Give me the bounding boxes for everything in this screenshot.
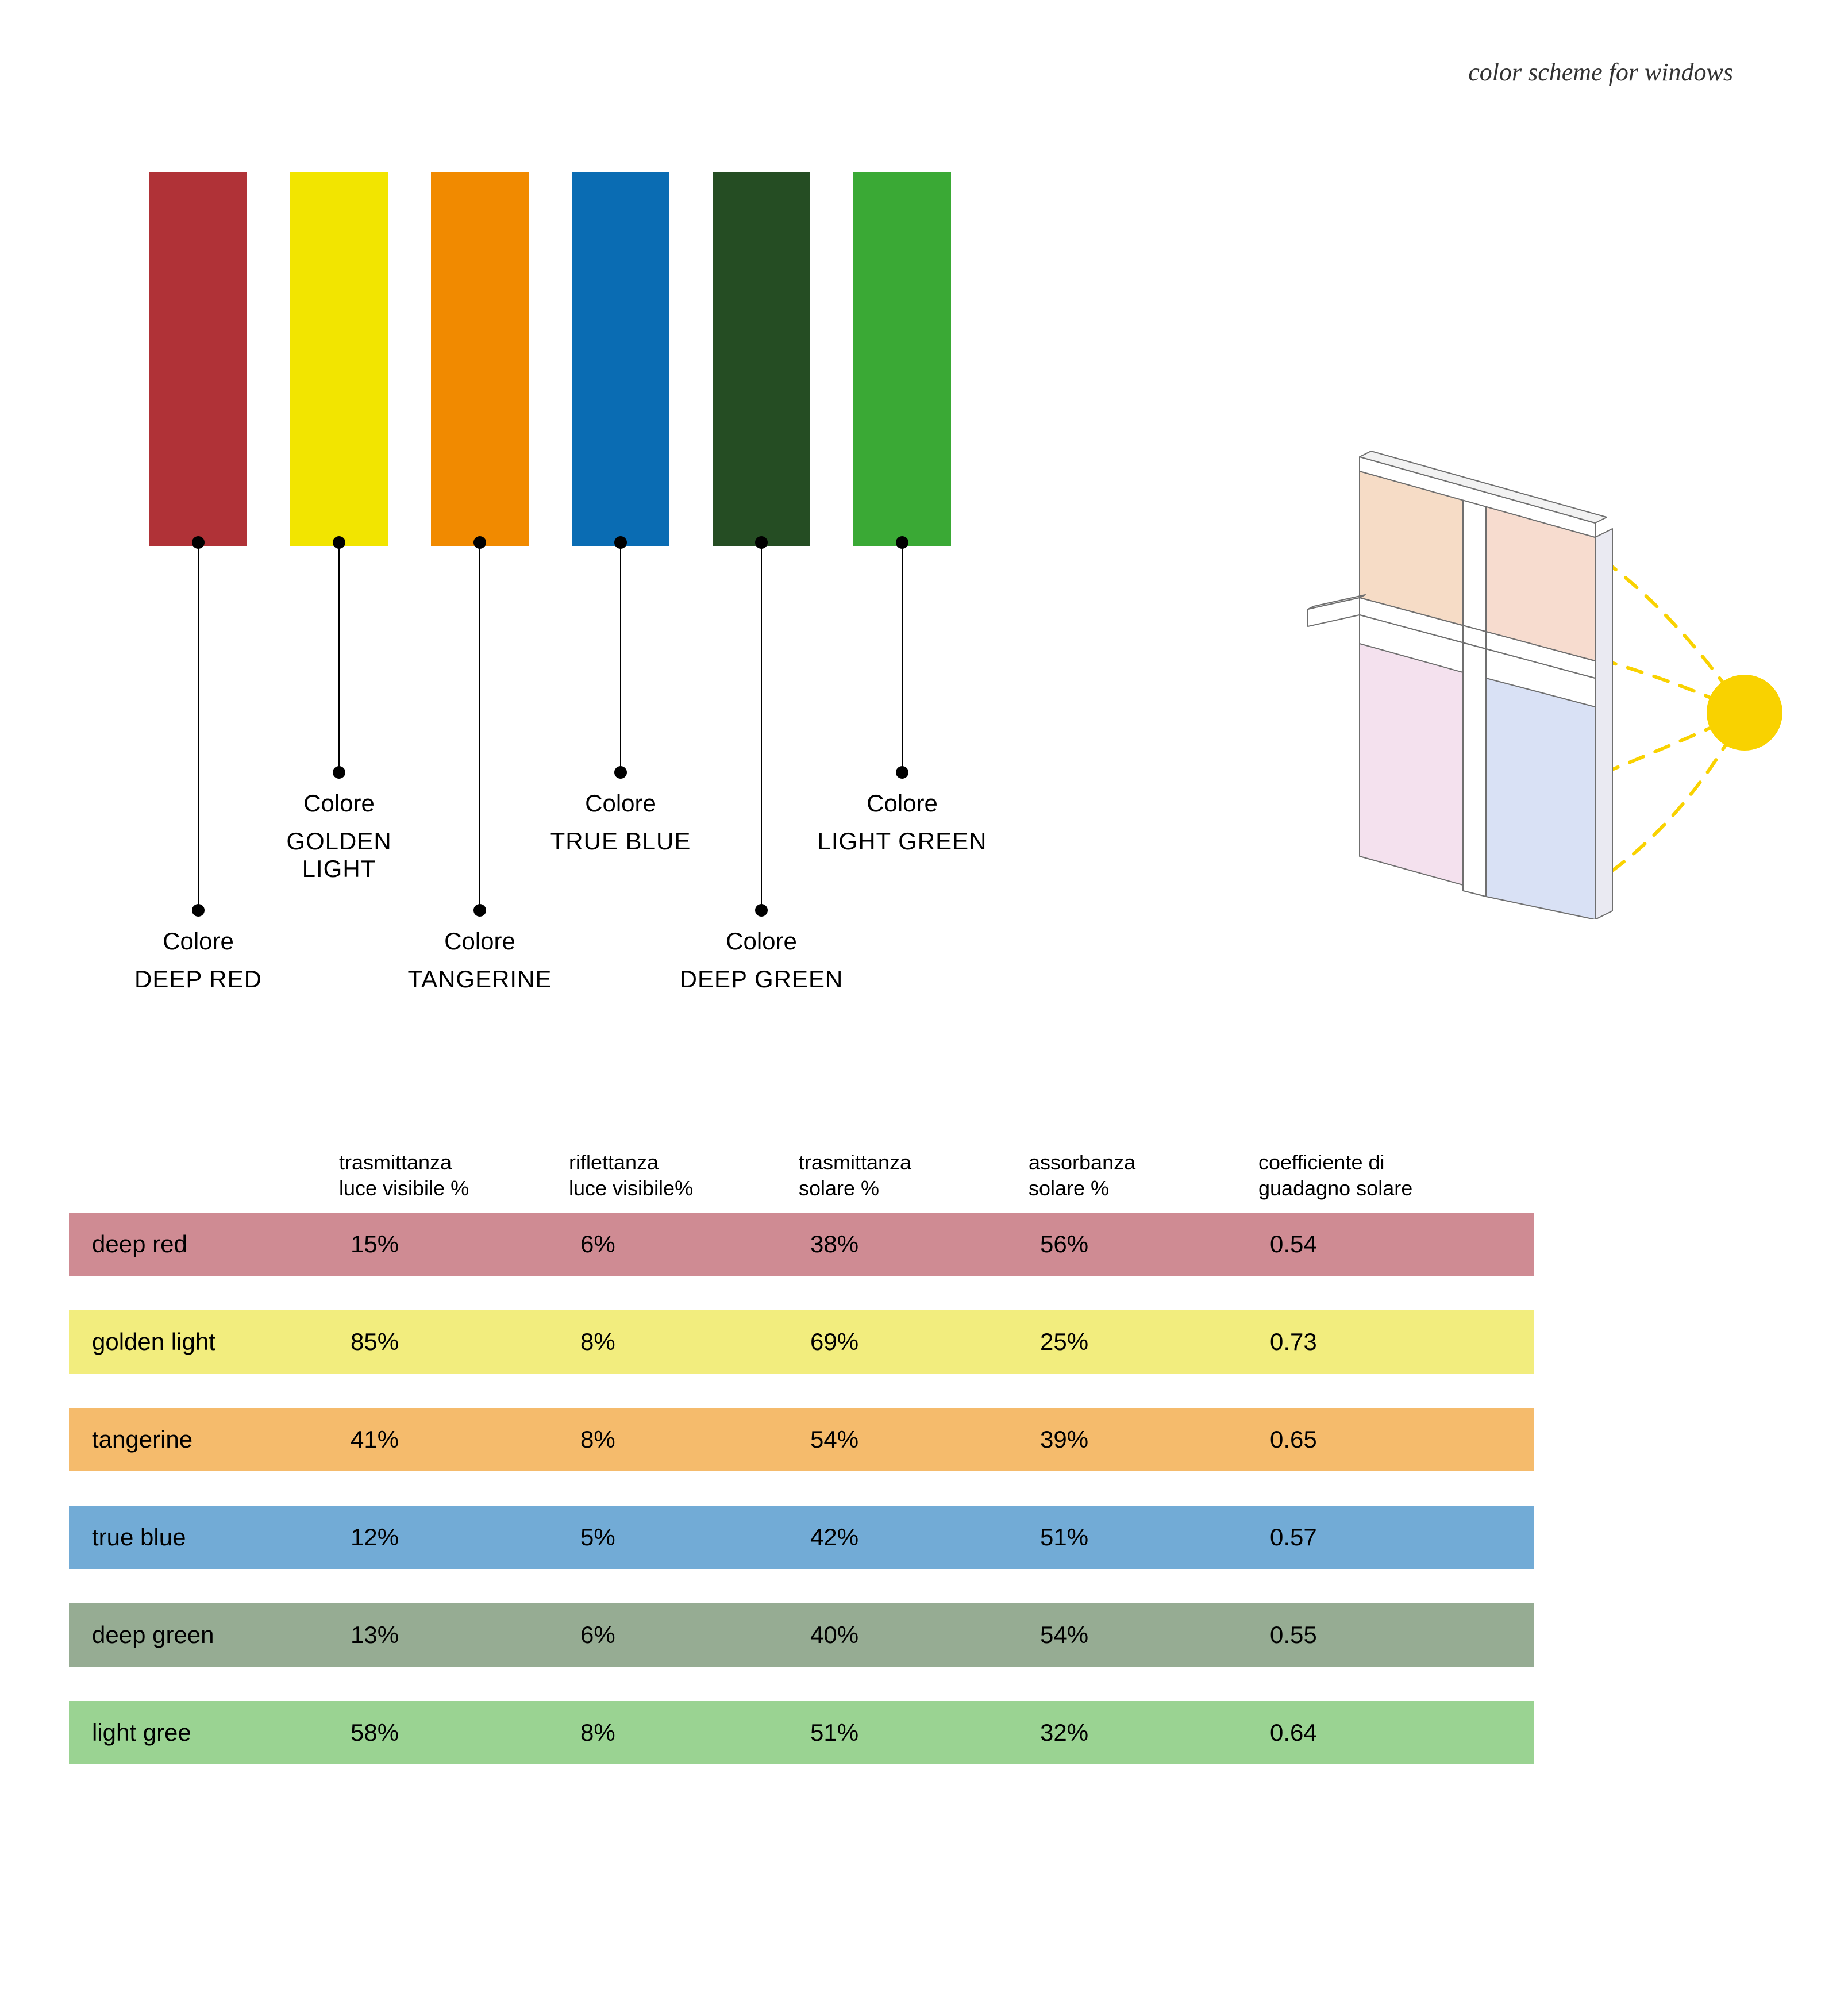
row-value-2: 40% xyxy=(793,1621,1023,1649)
row-value-3: 51% xyxy=(1023,1523,1253,1551)
row-value-4: 0.73 xyxy=(1253,1328,1534,1356)
swatch-deep-green: ColoreDEEP GREEN xyxy=(713,172,810,1092)
table-row: true blue12%5%42%51%0.57 xyxy=(69,1506,1534,1569)
color-properties-table: trasmittanza luce visibile %riflettanza … xyxy=(69,1149,1534,1799)
swatch-light-green: ColoreLIGHT GREEN xyxy=(853,172,951,1092)
row-value-4: 0.55 xyxy=(1253,1621,1534,1649)
swatch-label: Colore LIGHT GREEN xyxy=(816,790,988,855)
leader-line xyxy=(761,543,762,910)
row-value-4: 0.57 xyxy=(1253,1523,1534,1551)
axon-svg xyxy=(1273,402,1802,919)
swatch-label-word: Colore xyxy=(112,928,284,955)
swatch-golden-light: ColoreGOLDEN LIGHT xyxy=(290,172,388,1092)
swatch-name: TANGERINE xyxy=(394,965,566,993)
row-name: deep green xyxy=(69,1621,333,1649)
table-row: deep green13%6%40%54%0.55 xyxy=(69,1603,1534,1667)
leader-dot-bottom xyxy=(333,766,345,779)
row-value-2: 69% xyxy=(793,1328,1023,1356)
row-value-0: 12% xyxy=(333,1523,563,1551)
swatch-label-word: Colore xyxy=(816,790,988,817)
swatch-label: Colore GOLDEN LIGHT xyxy=(253,790,425,883)
leader-line xyxy=(902,543,903,772)
row-value-3: 32% xyxy=(1023,1719,1253,1746)
table-row: golden light85%8%69%25%0.73 xyxy=(69,1310,1534,1374)
leader-dot-bottom xyxy=(896,766,908,779)
table-col-header-2: riflettanza luce visibile% xyxy=(563,1149,793,1201)
table-row: deep red15%6%38%56%0.54 xyxy=(69,1213,1534,1276)
row-value-1: 5% xyxy=(563,1523,793,1551)
row-value-0: 85% xyxy=(333,1328,563,1356)
row-value-1: 8% xyxy=(563,1426,793,1453)
leader-dot-bottom xyxy=(473,904,486,917)
row-name: true blue xyxy=(69,1523,333,1551)
swatch-tangerine: ColoreTANGERINE xyxy=(431,172,529,1092)
leader-line xyxy=(198,543,199,910)
table-col-header-0 xyxy=(69,1149,333,1201)
row-name: light gree xyxy=(69,1719,333,1746)
swatch-name: TRUE BLUE xyxy=(534,828,707,855)
row-value-3: 25% xyxy=(1023,1328,1253,1356)
swatch-bar xyxy=(290,172,388,546)
row-value-0: 13% xyxy=(333,1621,563,1649)
row-value-0: 58% xyxy=(333,1719,563,1746)
table-col-header-1: trasmittanza luce visibile % xyxy=(333,1149,563,1201)
swatch-bar xyxy=(713,172,810,546)
row-value-4: 0.65 xyxy=(1253,1426,1534,1453)
leader-line xyxy=(338,543,340,772)
swatch-label: Colore DEEP RED xyxy=(112,928,284,993)
row-value-1: 8% xyxy=(563,1719,793,1746)
table-header: trasmittanza luce visibile %riflettanza … xyxy=(69,1149,1534,1213)
leader-line xyxy=(620,543,621,772)
table-col-header-3: trasmittanza solare % xyxy=(793,1149,1023,1201)
swatch-label-word: Colore xyxy=(253,790,425,817)
swatch-label-word: Colore xyxy=(534,790,707,817)
page-title: color scheme for windows xyxy=(1468,57,1733,87)
table-row: light gree58%8%51%32%0.64 xyxy=(69,1701,1534,1764)
row-value-0: 15% xyxy=(333,1230,563,1258)
leader-dot-bottom xyxy=(192,904,205,917)
swatch-name: LIGHT GREEN xyxy=(816,828,988,855)
swatch-name: GOLDEN LIGHT xyxy=(253,828,425,883)
swatch-bar xyxy=(149,172,247,546)
row-name: tangerine xyxy=(69,1426,333,1453)
row-value-2: 38% xyxy=(793,1230,1023,1258)
swatch-label: Colore TRUE BLUE xyxy=(534,790,707,855)
row-name: deep red xyxy=(69,1230,333,1258)
swatch-label: Colore DEEP GREEN xyxy=(675,928,848,993)
swatch-bar xyxy=(572,172,669,546)
swatch-true-blue: ColoreTRUE BLUE xyxy=(572,172,669,1092)
swatch-deep-red: ColoreDEEP RED xyxy=(149,172,247,1092)
leader-dot-bottom xyxy=(614,766,627,779)
row-value-1: 8% xyxy=(563,1328,793,1356)
row-value-3: 39% xyxy=(1023,1426,1253,1453)
swatch-name: DEEP RED xyxy=(112,965,284,993)
swatch-label-word: Colore xyxy=(394,928,566,955)
swatch-label-word: Colore xyxy=(675,928,848,955)
row-value-0: 41% xyxy=(333,1426,563,1453)
swatch-name: DEEP GREEN xyxy=(675,965,848,993)
row-value-3: 54% xyxy=(1023,1621,1253,1649)
swatch-bar xyxy=(431,172,529,546)
leader-line xyxy=(479,543,480,910)
swatch-label: Colore TANGERINE xyxy=(394,928,566,993)
table-col-header-5: coefficiente di guadagno solare xyxy=(1253,1149,1534,1201)
row-name: golden light xyxy=(69,1328,333,1356)
row-value-1: 6% xyxy=(563,1621,793,1649)
row-value-3: 56% xyxy=(1023,1230,1253,1258)
table-row: tangerine41%8%54%39%0.65 xyxy=(69,1408,1534,1471)
row-value-1: 6% xyxy=(563,1230,793,1258)
row-value-2: 54% xyxy=(793,1426,1023,1453)
row-value-2: 42% xyxy=(793,1523,1023,1551)
row-value-4: 0.54 xyxy=(1253,1230,1534,1258)
leader-dot-bottom xyxy=(755,904,768,917)
row-value-2: 51% xyxy=(793,1719,1023,1746)
window-axon-diagram xyxy=(1273,402,1802,919)
row-value-4: 0.64 xyxy=(1253,1719,1534,1746)
swatch-bar xyxy=(853,172,951,546)
table-body: deep red15%6%38%56%0.54golden light85%8%… xyxy=(69,1213,1534,1764)
table-col-header-4: assorbanza solare % xyxy=(1023,1149,1253,1201)
